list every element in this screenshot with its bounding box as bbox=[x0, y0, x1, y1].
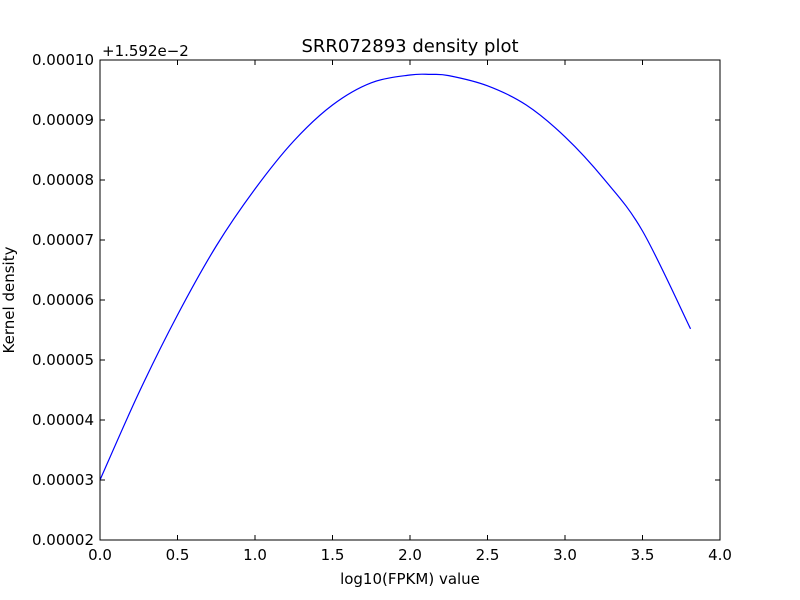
y-tick-label: 0.00002 bbox=[32, 531, 94, 549]
x-axis-label: log10(FPKM) value bbox=[340, 570, 480, 588]
y-tick-label: 0.00008 bbox=[32, 171, 94, 189]
x-tick-label: 1.0 bbox=[243, 546, 267, 564]
y-tick-label: 0.00005 bbox=[32, 351, 94, 369]
y-tick-label: 0.00007 bbox=[32, 231, 94, 249]
plot-data bbox=[99, 73, 692, 481]
x-tick-label: 0.5 bbox=[166, 546, 190, 564]
x-tick-label: 0.0 bbox=[88, 546, 112, 564]
y-tick-label: 0.00004 bbox=[32, 411, 94, 429]
y-axis-label: Kernel density bbox=[0, 246, 18, 353]
x-tick-label: 3.5 bbox=[631, 546, 655, 564]
y-tick-label: 0.00006 bbox=[32, 291, 94, 309]
y-tick-label: 0.00003 bbox=[32, 471, 94, 489]
chart-title: SRR072893 density plot bbox=[301, 36, 518, 57]
x-tick-label: 2.5 bbox=[476, 546, 500, 564]
axis-ticks: 0.0 0.5 1.0 1.5 2.0 2.5 3.0 3.5 4.0 0.00002 0.0000… bbox=[32, 51, 732, 564]
density-series-line bbox=[99, 73, 692, 481]
x-tick-label: 3.0 bbox=[553, 546, 577, 564]
y-tick-label: 0.00010 bbox=[32, 51, 94, 69]
plot-frame bbox=[99, 59, 721, 541]
y-axis-offset-label: +1.592e−2 bbox=[102, 42, 189, 60]
x-tick-label: 2.0 bbox=[398, 546, 422, 564]
x-tick-label: 4.0 bbox=[708, 546, 732, 564]
x-tick-label: 1.5 bbox=[321, 546, 345, 564]
y-tick-label: 0.00009 bbox=[32, 111, 94, 129]
